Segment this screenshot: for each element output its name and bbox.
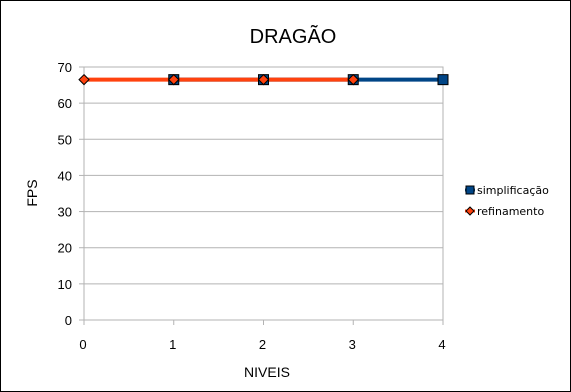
- series-layer: [78, 73, 449, 86]
- point-refinamento: [257, 73, 270, 86]
- legend-marker-simplificacao: [465, 185, 475, 195]
- legend-label-refinamento: refinamento: [477, 205, 544, 218]
- y-tick-label: 0: [65, 313, 72, 328]
- y-tick-label: 60: [58, 96, 72, 111]
- legend-marker-refinamento: [465, 206, 475, 216]
- y-tick-label: 30: [58, 205, 72, 220]
- x-tick-label: 0: [79, 337, 86, 352]
- legend: simplificação refinamento: [465, 184, 549, 218]
- x-tick-label: 1: [169, 337, 176, 352]
- y-tick-label: 70: [58, 60, 72, 75]
- x-tick-label: 3: [349, 337, 356, 352]
- point-refinamento: [78, 73, 90, 86]
- point-refinamento: [168, 73, 180, 86]
- point-refinamento: [347, 73, 359, 86]
- legend-label-simplificacao: simplificação: [477, 184, 549, 197]
- y-tick-label: 10: [58, 277, 72, 292]
- y-tick-labels: 0 10 20 30 40 50 60 70: [58, 60, 72, 328]
- plot-area-border: [83, 66, 444, 321]
- x-axis-title: NIVEIS: [244, 364, 290, 380]
- y-tick-label: 20: [58, 241, 72, 256]
- grid: [79, 66, 444, 325]
- x-tick-label: 2: [259, 337, 266, 352]
- x-tick-labels: 0 1 2 3 4: [79, 337, 445, 352]
- x-tick-label: 4: [438, 337, 445, 352]
- chart-title: DRAGÃO: [250, 24, 337, 48]
- y-tick-label: 50: [58, 132, 72, 147]
- y-axis-title: FPS: [24, 179, 40, 206]
- point-simplificacao: [437, 74, 449, 86]
- y-tick-label: 40: [58, 168, 72, 183]
